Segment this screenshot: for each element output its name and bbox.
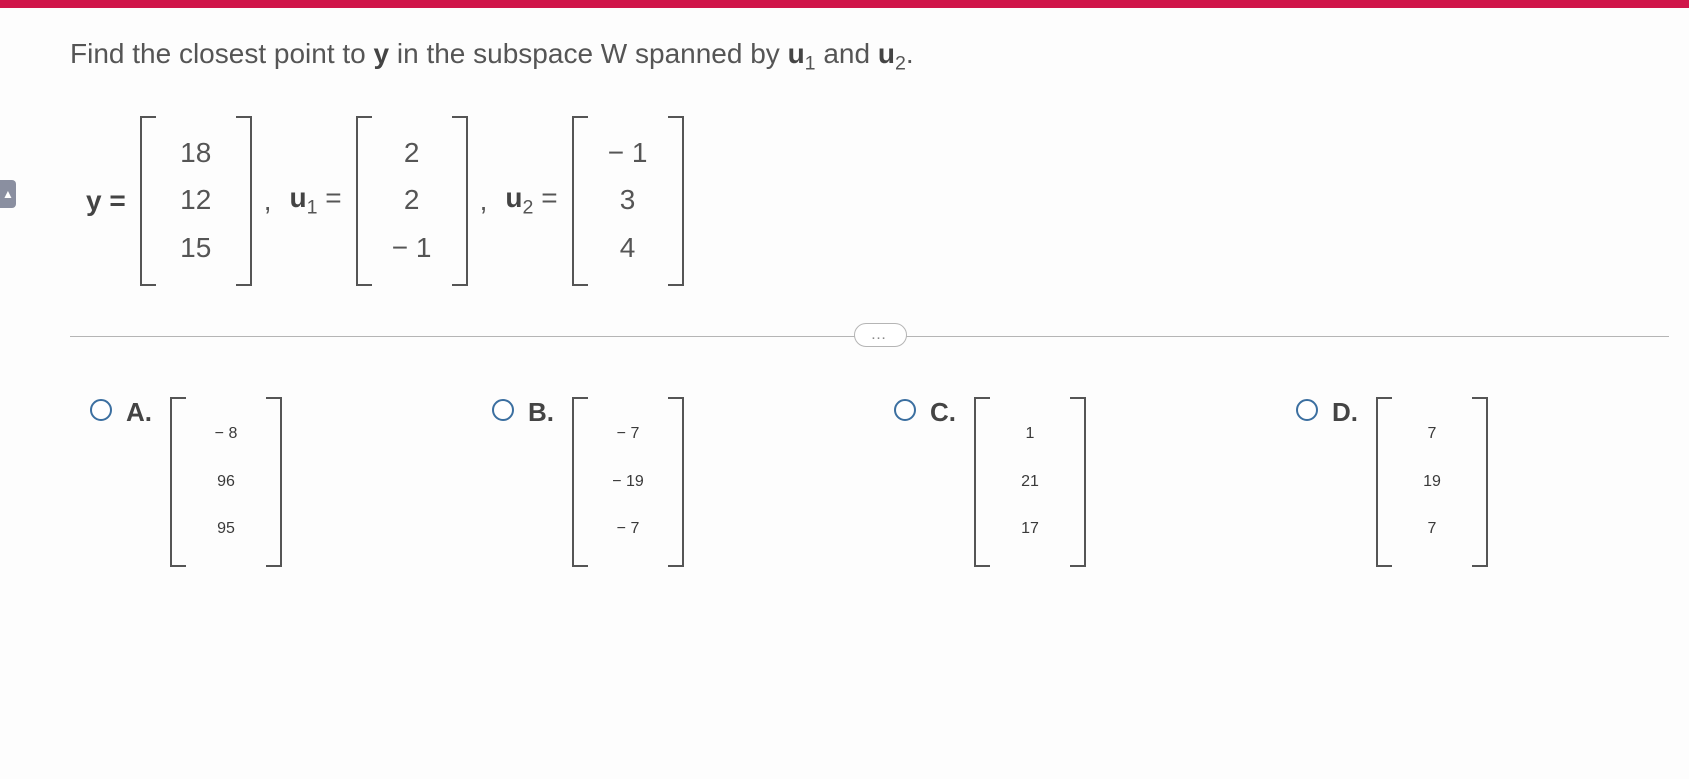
option-b-label: B.	[528, 397, 558, 428]
b-entry-2: − 7	[608, 516, 648, 542]
question-mid: in the subspace W spanned by	[389, 38, 787, 69]
vector-y: 18 12 15	[140, 116, 252, 286]
u2-sub: 2	[523, 196, 534, 218]
variable-u1: u	[788, 38, 805, 69]
bracket-left-icon	[170, 397, 184, 567]
question-prefix: Find the closest point to	[70, 38, 374, 69]
option-d[interactable]: D. 7 19 7	[1296, 397, 1488, 567]
u2-entry-2: 4	[608, 226, 648, 271]
option-d-vector: 7 19 7	[1376, 397, 1488, 567]
question-suffix: .	[906, 38, 914, 69]
variable-u2: u	[878, 38, 895, 69]
y-entry-2: 15	[176, 226, 216, 271]
u1-sub: 1	[307, 196, 318, 218]
y-label: y =	[86, 185, 126, 217]
option-b-vector: − 7 − 19 − 7	[572, 397, 684, 567]
option-c[interactable]: C. 1 21 17	[894, 397, 1086, 567]
b-entry-0: − 7	[608, 421, 648, 447]
u2-label: u2 =	[505, 182, 557, 220]
bracket-right-icon	[670, 397, 684, 567]
option-b[interactable]: B. − 7 − 19 − 7	[492, 397, 684, 567]
y-entry-0: 18	[176, 131, 216, 176]
u1-label: u1 =	[289, 182, 341, 220]
answer-options: A. − 8 96 95 B. − 7 − 19 − 7	[70, 397, 1669, 567]
d-entry-0: 7	[1412, 421, 1452, 447]
comma-2: ,	[480, 185, 488, 217]
u1-eq: =	[318, 182, 342, 213]
top-accent-bar	[0, 0, 1689, 8]
bracket-right-icon	[670, 116, 684, 286]
option-c-vector: 1 21 17	[974, 397, 1086, 567]
c-entry-2: 17	[1010, 516, 1050, 542]
variable-u1-sub: 1	[805, 53, 816, 75]
bracket-left-icon	[1376, 397, 1390, 567]
y-entry-1: 12	[176, 178, 216, 223]
question-text: Find the closest point to y in the subsp…	[70, 38, 1669, 76]
bracket-right-icon	[268, 397, 282, 567]
u2-base: u	[505, 182, 522, 213]
given-vectors: y = 18 12 15 , u1 = 2 2 − 1 , u2 =	[80, 116, 1669, 286]
comma-1: ,	[264, 185, 272, 217]
option-c-label: C.	[930, 397, 960, 428]
collapse-tab[interactable]: ▲	[0, 180, 16, 208]
d-entry-1: 19	[1412, 469, 1452, 495]
option-a-vector: − 8 96 95	[170, 397, 282, 567]
variable-y: y	[374, 38, 390, 69]
bracket-right-icon	[1474, 397, 1488, 567]
u2-eq: =	[533, 182, 557, 213]
u1-base: u	[289, 182, 306, 213]
b-entry-1: − 19	[608, 469, 648, 495]
u2-entry-1: 3	[608, 178, 648, 223]
radio-b[interactable]	[492, 399, 514, 421]
variable-u2-sub: 2	[895, 53, 906, 75]
bracket-left-icon	[974, 397, 988, 567]
a-entry-0: − 8	[206, 421, 246, 447]
bracket-left-icon	[572, 116, 586, 286]
u1-entry-2: − 1	[392, 226, 432, 271]
option-a[interactable]: A. − 8 96 95	[90, 397, 282, 567]
bracket-left-icon	[140, 116, 154, 286]
u2-entry-0: − 1	[608, 131, 648, 176]
divider: …	[70, 336, 1669, 337]
bracket-right-icon	[238, 116, 252, 286]
radio-d[interactable]	[1296, 399, 1318, 421]
a-entry-1: 96	[206, 469, 246, 495]
radio-c[interactable]	[894, 399, 916, 421]
bracket-right-icon	[1072, 397, 1086, 567]
c-entry-0: 1	[1010, 421, 1050, 447]
question-panel: Find the closest point to y in the subsp…	[0, 8, 1689, 587]
radio-a[interactable]	[90, 399, 112, 421]
bracket-right-icon	[454, 116, 468, 286]
u1-entry-0: 2	[392, 131, 432, 176]
u1-entry-1: 2	[392, 178, 432, 223]
bracket-left-icon	[572, 397, 586, 567]
a-entry-2: 95	[206, 516, 246, 542]
bracket-left-icon	[356, 116, 370, 286]
c-entry-1: 21	[1010, 469, 1050, 495]
question-and: and	[816, 38, 878, 69]
vector-u1: 2 2 − 1	[356, 116, 468, 286]
option-a-label: A.	[126, 397, 156, 428]
option-d-label: D.	[1332, 397, 1362, 428]
vector-u2: − 1 3 4	[572, 116, 684, 286]
more-pill[interactable]: …	[854, 323, 907, 347]
d-entry-2: 7	[1412, 516, 1452, 542]
